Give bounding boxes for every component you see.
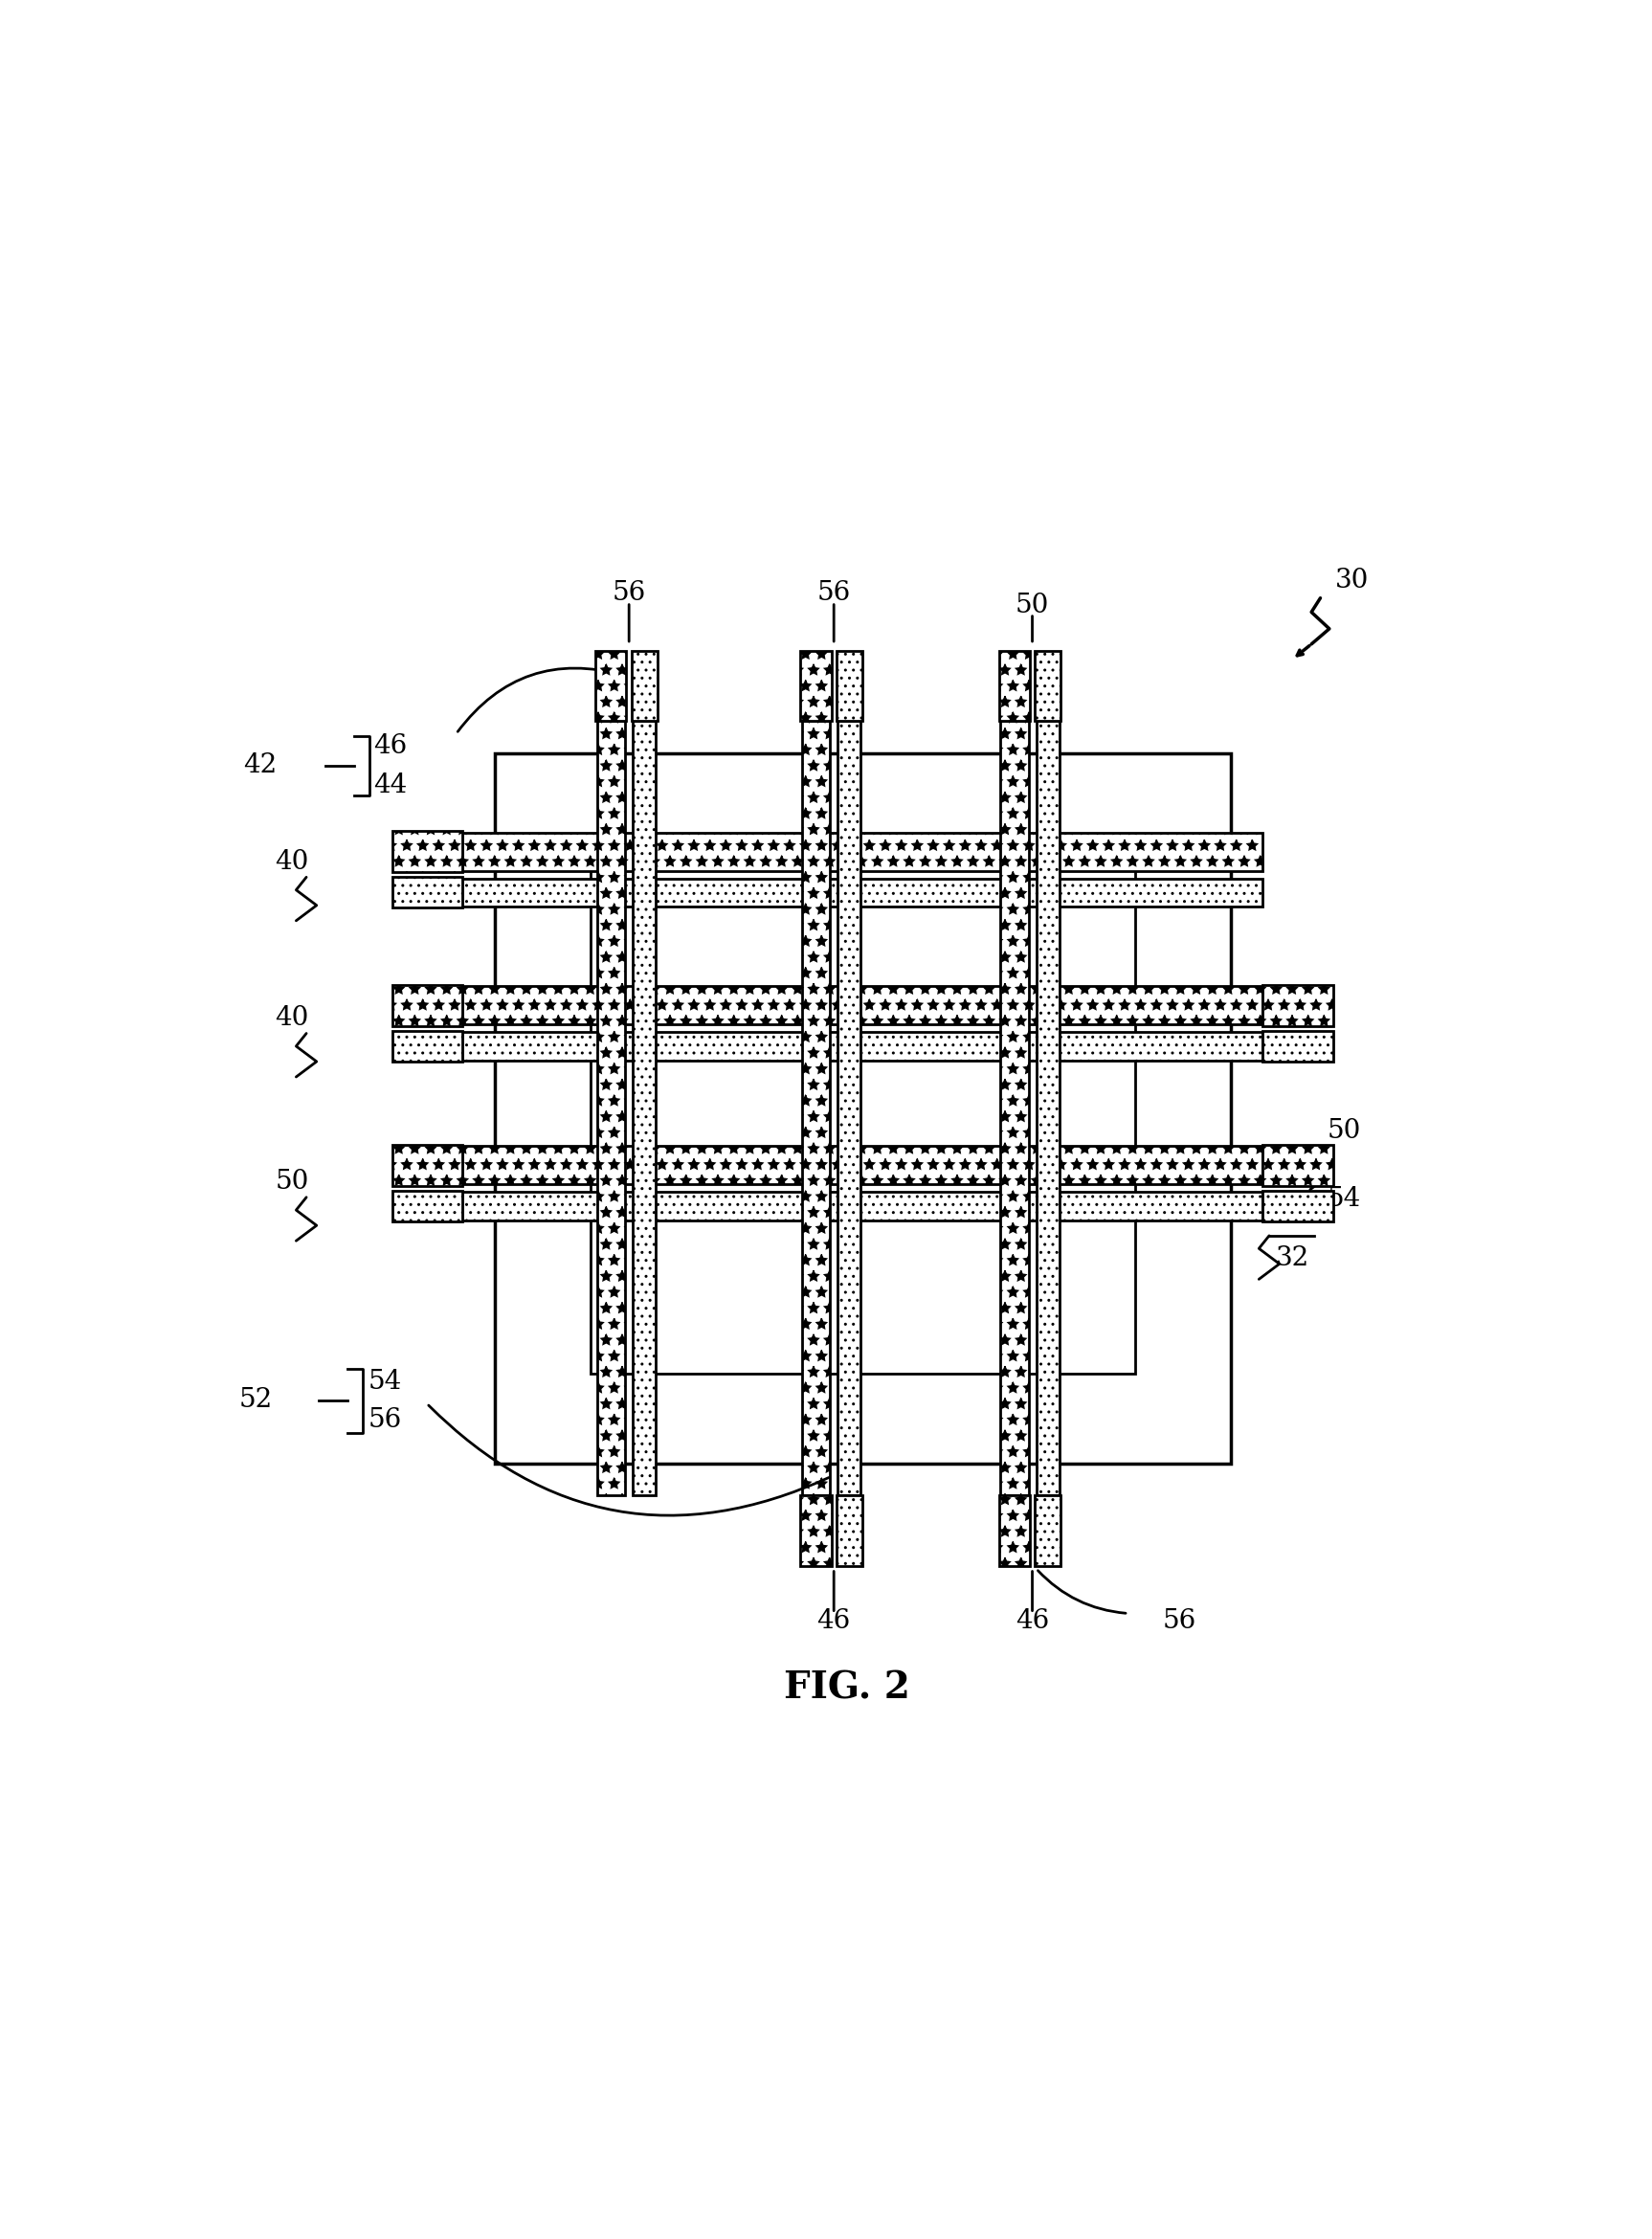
Bar — [392, 878, 463, 907]
Bar — [1034, 1496, 1061, 1565]
Text: 46: 46 — [818, 1608, 851, 1634]
Text: 54: 54 — [368, 1368, 401, 1395]
Text: 44: 44 — [373, 772, 406, 797]
Bar — [1262, 1030, 1333, 1061]
Bar — [631, 652, 657, 721]
Bar — [596, 721, 624, 1496]
Bar — [836, 652, 862, 721]
Text: 50: 50 — [1016, 593, 1049, 618]
Text: 56: 56 — [613, 580, 646, 607]
Bar — [392, 831, 463, 871]
Text: 30: 30 — [1335, 566, 1370, 593]
Text: 40: 40 — [276, 1005, 309, 1030]
Bar — [999, 652, 1029, 721]
Bar — [463, 833, 1262, 871]
Bar — [392, 1030, 463, 1061]
Text: 56: 56 — [1163, 1608, 1196, 1634]
Bar — [836, 1496, 862, 1565]
Text: 46: 46 — [373, 734, 406, 759]
Text: 52: 52 — [240, 1386, 273, 1413]
Text: 54: 54 — [1327, 1187, 1361, 1211]
Bar — [1262, 1191, 1333, 1222]
Bar — [801, 721, 829, 1496]
Bar — [392, 1191, 463, 1222]
Text: 46: 46 — [1016, 1608, 1049, 1634]
Bar — [463, 1032, 1262, 1061]
Bar — [801, 1496, 831, 1565]
Bar — [1034, 652, 1061, 721]
Bar — [1001, 721, 1029, 1496]
Bar — [838, 721, 861, 1496]
Bar — [633, 721, 656, 1496]
Bar — [1036, 721, 1059, 1496]
Bar — [999, 1496, 1029, 1565]
Bar — [1262, 1144, 1333, 1187]
Text: 56: 56 — [368, 1406, 401, 1433]
Bar — [463, 1146, 1262, 1184]
Bar — [591, 842, 1135, 1375]
Text: 50: 50 — [276, 1169, 309, 1196]
Bar — [463, 1191, 1262, 1220]
Text: FIG. 2: FIG. 2 — [783, 1670, 910, 1706]
Text: 40: 40 — [276, 849, 309, 875]
Text: 42: 42 — [243, 752, 278, 779]
Bar — [596, 652, 626, 721]
Bar — [392, 1144, 463, 1187]
Bar — [1262, 985, 1333, 1025]
Bar — [463, 878, 1262, 907]
Bar — [494, 752, 1231, 1464]
Text: 56: 56 — [818, 580, 851, 607]
Text: 32: 32 — [1275, 1245, 1310, 1272]
Text: 50: 50 — [1327, 1117, 1361, 1144]
Bar — [801, 652, 831, 721]
Bar — [392, 985, 463, 1025]
Bar — [463, 985, 1262, 1025]
